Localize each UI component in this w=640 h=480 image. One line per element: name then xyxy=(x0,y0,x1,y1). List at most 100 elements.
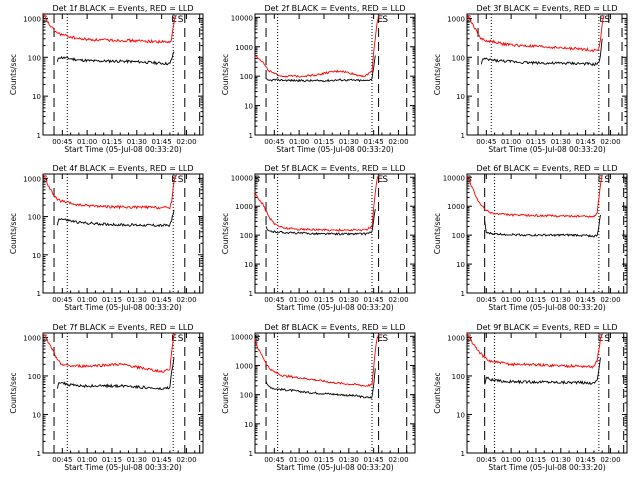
x-tick-label: 00:45 xyxy=(264,456,284,464)
boundary-marker: S xyxy=(382,15,388,25)
plot-title: Det 3f BLACK = Events, RED = LLD xyxy=(476,4,617,13)
det-plot-5: Det 5f BLACK = Events, RED = LLD 1 10 100 10… xyxy=(221,164,416,312)
boundary-marker: S xyxy=(42,15,48,25)
series-line-events xyxy=(56,209,175,228)
y-tick-label: 100 xyxy=(452,54,465,62)
plot-title: Det 1f BLACK = Events, RED = LLD xyxy=(52,4,193,13)
y-tick-label: 1 xyxy=(249,450,253,458)
x-axis-label: Start Time (05-Jul-08 00:33:20) xyxy=(488,145,605,154)
x-tick-label: 01:15 xyxy=(102,138,122,146)
y-tick-label: 1000 xyxy=(447,203,465,211)
series-line-events xyxy=(484,214,601,238)
y-tick-label: 10 xyxy=(456,261,465,269)
x-tick-label: 01:45 xyxy=(576,456,596,464)
y-tick-label: 1000 xyxy=(235,362,253,370)
plot-frame xyxy=(254,332,416,454)
boundary-marker: S xyxy=(178,334,184,344)
series-line-lld xyxy=(42,333,176,373)
x-tick-label: 01:45 xyxy=(576,296,596,304)
series-line-lld xyxy=(466,174,603,218)
x-tick-label: 01:45 xyxy=(364,138,384,146)
series-line-events xyxy=(484,357,601,385)
y-tick-label: 1 xyxy=(37,132,41,140)
x-tick-label: 00:45 xyxy=(52,456,72,464)
x-tick-label: 01:30 xyxy=(339,296,359,304)
y-tick-label: 10 xyxy=(456,411,465,419)
x-tick-label: 01:45 xyxy=(364,456,384,464)
x-axis-label: Start Time (05-Jul-08 00:33:20) xyxy=(64,303,181,312)
plot-frame xyxy=(254,13,416,136)
y-tick-label: 100 xyxy=(452,373,465,381)
series-line-events xyxy=(56,357,175,391)
plot-frame xyxy=(254,173,416,294)
x-axis-label: Start Time (05-Jul-08 00:33:20) xyxy=(488,463,605,472)
y-tick-label: 10000 xyxy=(231,174,253,182)
x-tick-label: 01:15 xyxy=(314,296,334,304)
boundary-marker: S xyxy=(42,175,48,185)
x-tick-label: 01:15 xyxy=(314,138,334,146)
x-tick-label: 01:30 xyxy=(551,456,571,464)
plot-frame xyxy=(466,173,628,294)
x-axis-label: Start Time (05-Jul-08 00:33:20) xyxy=(64,463,181,472)
y-tick-label: 10000 xyxy=(231,14,253,22)
boundary-marker: E xyxy=(599,15,605,25)
series-line-lld xyxy=(254,174,380,232)
series-line-lld xyxy=(42,12,177,44)
x-tick-label: 01:00 xyxy=(289,456,309,464)
series-line-events xyxy=(265,208,376,236)
y-tick-label: 1 xyxy=(249,132,253,140)
y-tick-label: 1000 xyxy=(23,175,41,183)
boundary-marker: E xyxy=(598,175,604,185)
det-plot-2: Det 2f BLACK = Events, RED = LLD 1 10 100 10… xyxy=(221,4,416,154)
y-tick-label: 10 xyxy=(244,261,253,269)
y-tick-label: 1 xyxy=(461,290,465,298)
x-tick-label: 02:00 xyxy=(600,456,620,464)
x-axis-label: Start Time (05-Jul-08 00:33:20) xyxy=(276,303,393,312)
y-tick-label: 1000 xyxy=(447,334,465,342)
plot-title: Det 6f BLACK = Events, RED = LLD xyxy=(476,164,617,173)
series-line-lld xyxy=(466,14,605,53)
x-tick-label: 01:15 xyxy=(102,456,122,464)
boundary-marker: E xyxy=(377,15,383,25)
boundary-marker: S xyxy=(254,334,260,344)
det-plot-1: Det 1f BLACK = Events, RED = LLD 1 10 100 10… xyxy=(9,4,204,154)
boundary-marker: S xyxy=(604,334,610,344)
x-tick-label: 01:00 xyxy=(501,456,521,464)
x-tick-label: 00:45 xyxy=(476,456,496,464)
boundary-marker: S xyxy=(466,15,472,25)
y-tick-label: 10 xyxy=(244,103,253,111)
y-tick-label: 100 xyxy=(240,73,253,81)
y-tick-label: 100 xyxy=(28,54,41,62)
plot-title: Det 7f BLACK = Events, RED = LLD xyxy=(52,323,193,332)
series-line-lld xyxy=(254,14,380,78)
x-tick-label: 01:45 xyxy=(152,138,172,146)
y-tick-label: 1 xyxy=(461,132,465,140)
y-tick-label: 1 xyxy=(37,450,41,458)
x-tick-label: 01:00 xyxy=(501,296,521,304)
x-tick-label: 01:15 xyxy=(526,138,546,146)
plot-title: Det 9f BLACK = Events, RED = LLD xyxy=(476,323,617,332)
plot-title: Det 8f BLACK = Events, RED = LLD xyxy=(264,323,405,332)
plot-title: Det 4f BLACK = Events, RED = LLD xyxy=(52,164,193,173)
y-tick-label: 100 xyxy=(28,373,41,381)
boundary-marker: S xyxy=(604,15,610,25)
x-tick-label: 00:45 xyxy=(52,138,72,146)
series-line-events xyxy=(265,55,376,83)
x-tick-label: 02:00 xyxy=(600,296,620,304)
y-axis-label: Counts/sec xyxy=(221,372,230,413)
x-tick-label: 02:00 xyxy=(176,456,196,464)
y-axis-label: Counts/sec xyxy=(9,372,18,413)
x-tick-label: 01:00 xyxy=(77,456,97,464)
boundary-marker: E xyxy=(171,334,177,344)
x-tick-label: 01:30 xyxy=(127,138,147,146)
plot-title: Det 5f BLACK = Events, RED = LLD xyxy=(264,164,405,173)
x-tick-label: 01:30 xyxy=(127,296,147,304)
x-tick-label: 02:00 xyxy=(600,138,620,146)
x-tick-label: 01:45 xyxy=(152,456,172,464)
y-axis-label: Counts/sec xyxy=(433,372,442,413)
boundary-marker: S xyxy=(604,175,610,185)
x-tick-label: 01:15 xyxy=(526,456,546,464)
x-tick-label: 00:45 xyxy=(476,138,496,146)
y-tick-label: 10 xyxy=(32,411,41,419)
y-tick-label: 100 xyxy=(240,392,253,400)
